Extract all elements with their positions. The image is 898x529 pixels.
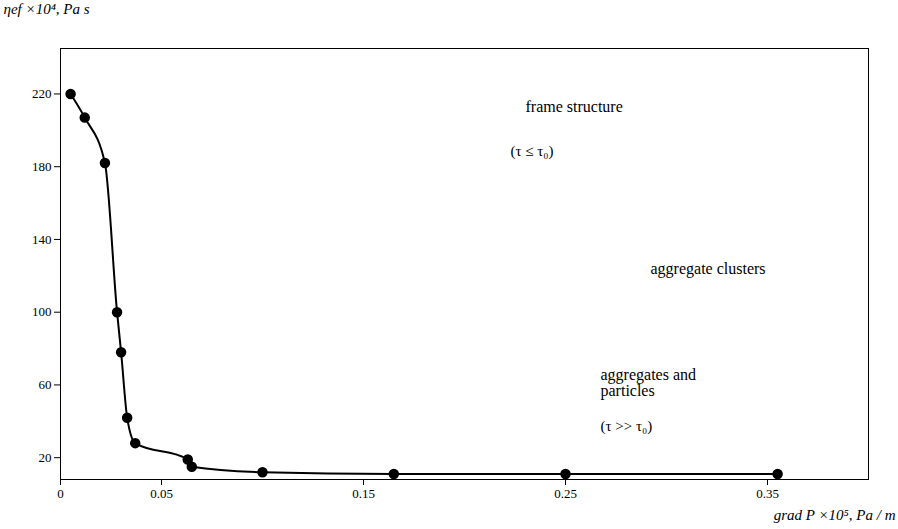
svg-text:0: 0 <box>57 486 64 501</box>
svg-text:20: 20 <box>39 450 52 465</box>
svg-text:140: 140 <box>32 232 52 247</box>
svg-text:60: 60 <box>39 377 52 392</box>
svg-text:(τ ≤ τ₀): (τ ≤ τ₀) <box>511 143 554 160</box>
svg-text:grad P ×10⁵, Pa / m: grad P ×10⁵, Pa / m <box>774 507 896 523</box>
svg-text:100: 100 <box>32 304 52 319</box>
svg-text:0.35: 0.35 <box>756 486 779 501</box>
svg-text:220: 220 <box>32 86 52 101</box>
svg-text:180: 180 <box>32 159 52 174</box>
svg-text:ηef ×10⁴, Pa s: ηef ×10⁴, Pa s <box>4 1 90 17</box>
svg-text:0.05: 0.05 <box>150 486 173 501</box>
svg-text:aggregates andparticles: aggregates andparticles <box>601 366 697 400</box>
svg-text:0.25: 0.25 <box>554 486 577 501</box>
svg-text:frame structure: frame structure <box>526 98 623 115</box>
svg-text:aggregate clusters: aggregate clusters <box>651 260 766 278</box>
svg-text:0.15: 0.15 <box>352 486 375 501</box>
svg-text:(τ >> τ₀): (τ >> τ₀) <box>601 418 653 435</box>
